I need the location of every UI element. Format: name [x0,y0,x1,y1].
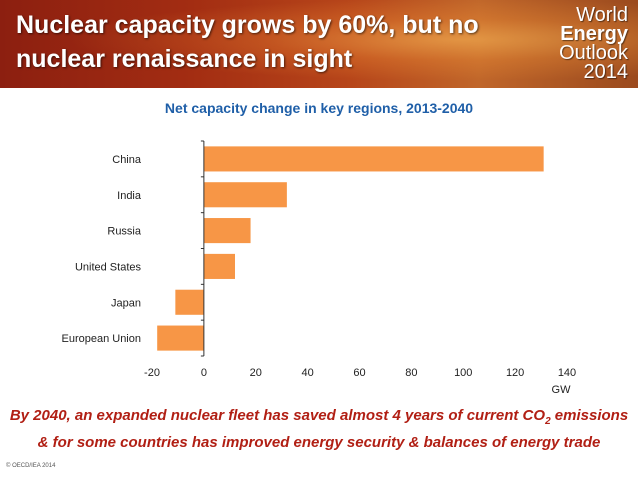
caption-text-3: & for some countries has improved energy… [37,434,601,451]
bar-united-states [203,253,235,279]
x-tick-label: 60 [353,367,365,379]
logo-line-energy: Energy [560,23,628,45]
bar-japan [175,289,204,315]
category-label: European Union [61,333,141,345]
logo-line-world: World [576,4,628,26]
category-label: United States [75,261,142,273]
logo-line-outlook: Outlook [559,42,628,64]
bar-china [203,146,544,172]
category-label: India [117,190,142,202]
x-tick-label: 100 [454,367,472,379]
caption-text-2: emissions [550,407,629,424]
bar-india [203,182,287,208]
caption-subscript: 2 [545,416,551,427]
category-label: China [112,154,142,166]
x-tick-label: 80 [405,367,417,379]
slide-title: Nuclear capacity grows by 60%, but no nu… [16,11,479,73]
x-tick-label: -20 [144,367,160,379]
x-tick-label: 40 [302,367,314,379]
bar-european-union [157,325,204,351]
logo-line-year: 2014 [583,61,629,83]
x-axis-label: GW [552,384,572,396]
x-tick-label: 140 [558,367,576,379]
category-label: Russia [107,226,142,238]
copyright-notice: © OECD/IEA 2014 [6,463,56,469]
bar-russia [203,218,251,244]
bar-chart: China India Russia United States Japan Europe… [61,140,576,396]
header-background [0,0,638,88]
slide-caption: By 2040, an expanded nuclear fleet has s… [4,405,634,453]
x-tick-label: 0 [201,367,207,379]
x-tick-label: 120 [506,367,524,379]
category-label: Japan [111,297,141,309]
x-tick-label: 20 [250,367,262,379]
slide-header: Nuclear capacity grows by 60%, but no nu… [0,0,638,88]
chart-title: Net capacity change in key regions, 2013… [164,100,474,116]
weo-logo: World Energy Outlook 2014 [518,4,629,83]
caption-text-1: By 2040, an expanded nuclear fleet has s… [9,407,546,424]
